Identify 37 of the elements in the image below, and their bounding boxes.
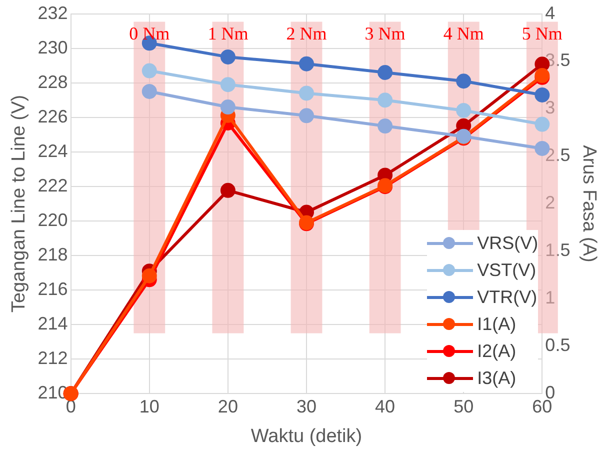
x-tick-label: 40 xyxy=(375,396,396,416)
legend-label: I1(A) xyxy=(477,314,516,335)
y2-tick-label: 1.5 xyxy=(545,240,570,260)
y2-tick-label: 2 xyxy=(545,192,556,213)
legend-label: I3(A) xyxy=(477,368,516,389)
band-label: 2 Nm xyxy=(286,24,327,44)
band-label: 3 Nm xyxy=(364,24,406,44)
y2-tick-label: 1 xyxy=(545,288,556,308)
y-tick-label: 224 xyxy=(38,140,68,161)
y-tick-label: 222 xyxy=(38,175,68,196)
x-axis-title: Waktu (detik) xyxy=(250,426,362,447)
y2-tick-label: 3 xyxy=(545,98,556,118)
legend-label: I2(A) xyxy=(477,340,516,362)
y-tick-label: 230 xyxy=(38,37,68,58)
y-tick-label: 228 xyxy=(38,72,68,92)
y-axis-title: Tegangan Line to Line (V) xyxy=(8,94,30,313)
band-label: 1 Nm xyxy=(208,24,248,44)
y-tick-label: 226 xyxy=(38,106,68,126)
y-tick-label: 214 xyxy=(38,314,68,334)
x-tick-label: 10 xyxy=(139,396,160,416)
x-tick-label: 30 xyxy=(296,396,317,416)
y-tick-label: 212 xyxy=(38,348,68,368)
legend-label: VRS(V) xyxy=(477,232,538,254)
band-label: 4 Nm xyxy=(443,24,484,44)
y-tick-label: 216 xyxy=(38,278,68,299)
x-tick-label: 50 xyxy=(454,396,474,416)
y2-axis-title: Arus Fasa (A) xyxy=(578,145,600,262)
band-label: 0 Nm xyxy=(129,24,170,44)
band-label: 5 Nm xyxy=(522,24,562,44)
legend-label: VTR(V) xyxy=(477,286,538,308)
y2-tick-label: 4 xyxy=(545,2,556,23)
y-tick-label: 232 xyxy=(38,2,68,23)
y-tick-label: 220 xyxy=(38,210,68,230)
x-tick-label: 20 xyxy=(218,396,238,416)
y-tick-label: 218 xyxy=(38,244,68,264)
legend-label: VST(V) xyxy=(477,260,536,281)
y2-tick-label: 0.5 xyxy=(545,335,570,356)
